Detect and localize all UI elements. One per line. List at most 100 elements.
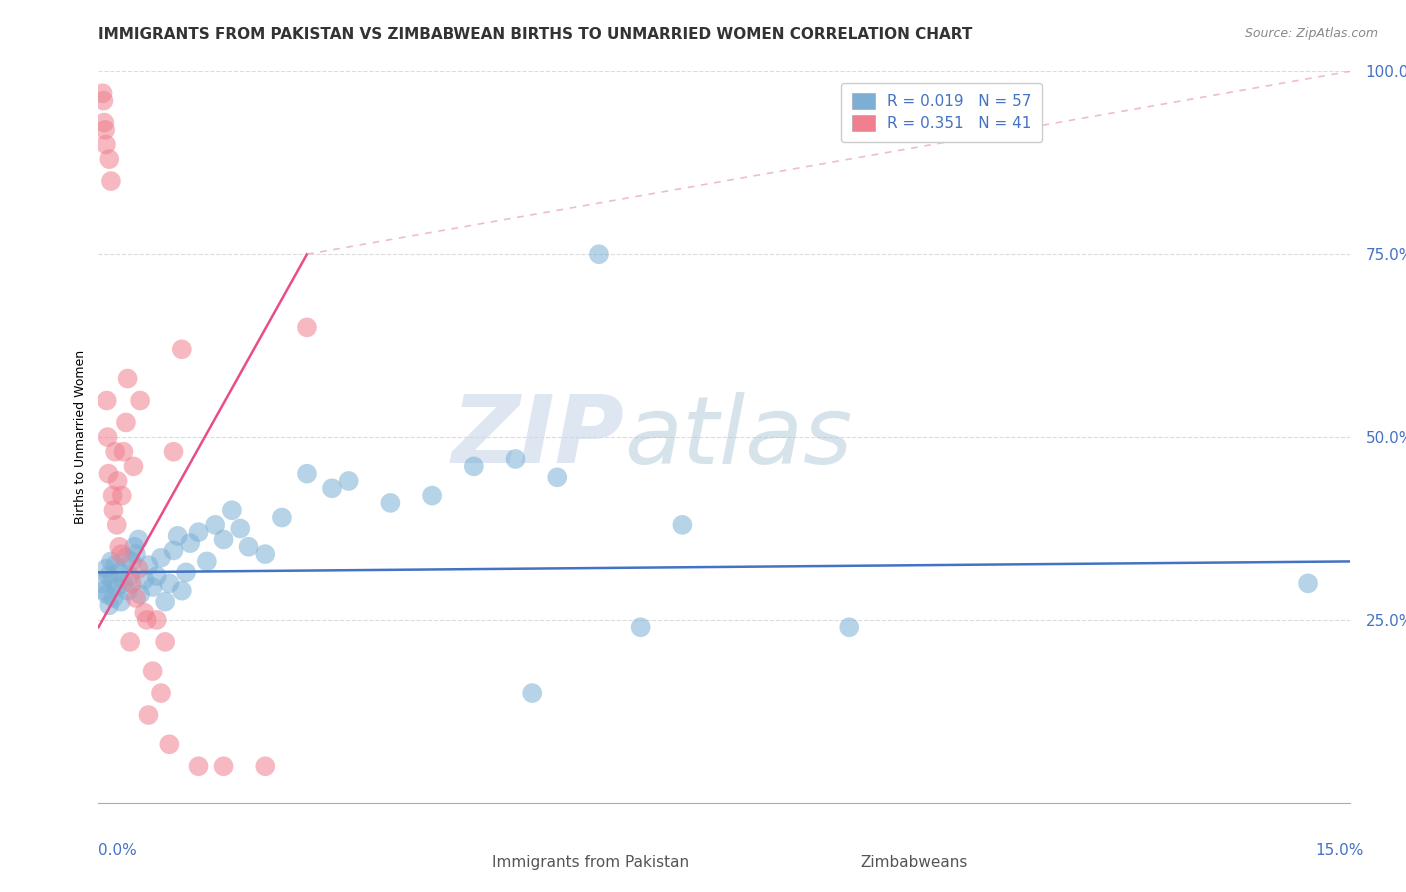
Point <box>120 635 142 649</box>
Point <box>174 566 197 580</box>
Point <box>221 503 243 517</box>
Point <box>142 580 165 594</box>
Point <box>134 573 156 587</box>
Point <box>153 635 176 649</box>
Point <box>337 474 360 488</box>
Point <box>162 444 184 458</box>
Text: 0.0%: 0.0% <box>98 843 138 858</box>
Point <box>93 94 115 108</box>
Point <box>146 569 169 583</box>
Point <box>463 459 485 474</box>
Point <box>157 576 180 591</box>
Point <box>546 470 568 484</box>
Point <box>204 517 226 532</box>
Point <box>134 606 156 620</box>
Point <box>97 430 120 444</box>
Point <box>522 686 544 700</box>
Y-axis label: Births to Unmarried Women: Births to Unmarried Women <box>75 350 87 524</box>
Point <box>111 489 134 503</box>
Point <box>98 152 121 166</box>
Point <box>104 444 127 458</box>
Text: IMMIGRANTS FROM PAKISTAN VS ZIMBABWEAN BIRTHS TO UNMARRIED WOMEN CORRELATION CHA: IMMIGRANTS FROM PAKISTAN VS ZIMBABWEAN B… <box>98 27 973 42</box>
Point <box>100 554 122 568</box>
Point <box>98 599 121 613</box>
Point <box>97 569 120 583</box>
Point <box>187 525 209 540</box>
Point <box>135 613 157 627</box>
Point <box>108 540 131 554</box>
Point <box>103 503 125 517</box>
Text: Zimbabweans: Zimbabweans <box>860 855 967 870</box>
Point <box>91 576 114 591</box>
Point <box>125 591 148 605</box>
Point <box>94 137 117 152</box>
Point <box>93 115 115 129</box>
Text: 15.0%: 15.0% <box>1316 843 1364 858</box>
Point <box>124 540 146 554</box>
Point <box>153 594 176 608</box>
Point <box>505 452 527 467</box>
Point <box>94 562 117 576</box>
Point <box>112 576 135 591</box>
Point <box>195 554 218 568</box>
Point <box>105 517 128 532</box>
Point <box>1296 576 1319 591</box>
Point <box>212 533 235 547</box>
Point <box>254 547 277 561</box>
Point <box>142 664 165 678</box>
Point <box>94 123 117 137</box>
Point <box>96 393 118 408</box>
Point <box>630 620 652 634</box>
Point <box>129 393 152 408</box>
Point <box>179 536 201 550</box>
Point <box>93 583 115 598</box>
Point <box>120 569 142 583</box>
Point <box>122 459 145 474</box>
Point <box>170 583 193 598</box>
Point <box>380 496 402 510</box>
Point <box>238 540 260 554</box>
Point <box>100 174 122 188</box>
Point <box>96 587 118 601</box>
Point <box>117 583 139 598</box>
Point <box>127 533 149 547</box>
Point <box>105 580 128 594</box>
Text: atlas: atlas <box>624 392 852 483</box>
Point <box>104 558 127 573</box>
Point <box>117 371 139 385</box>
Point <box>150 686 173 700</box>
Point <box>420 489 443 503</box>
Text: ZIP: ZIP <box>451 391 624 483</box>
Point <box>129 587 152 601</box>
Point <box>166 529 188 543</box>
Point <box>121 576 143 591</box>
Point <box>97 467 120 481</box>
Point <box>588 247 610 261</box>
Point <box>108 566 131 580</box>
Point <box>107 474 129 488</box>
Point <box>121 554 143 568</box>
Legend: R = 0.019   N = 57, R = 0.351   N = 41: R = 0.019 N = 57, R = 0.351 N = 41 <box>841 83 1042 142</box>
Point <box>115 550 138 565</box>
Point <box>170 343 193 357</box>
Point <box>229 521 252 535</box>
Text: Source: ZipAtlas.com: Source: ZipAtlas.com <box>1244 27 1378 40</box>
Point <box>103 591 125 605</box>
Point <box>150 550 173 565</box>
Point <box>125 547 148 561</box>
Point <box>271 510 294 524</box>
Point <box>157 737 180 751</box>
Point <box>254 759 277 773</box>
Point <box>110 547 132 561</box>
Point <box>295 320 318 334</box>
Point <box>838 620 860 634</box>
Point <box>187 759 209 773</box>
Point <box>321 481 343 495</box>
Point <box>162 543 184 558</box>
Point <box>112 444 135 458</box>
Point <box>295 467 318 481</box>
Point <box>91 87 114 101</box>
Text: Immigrants from Pakistan: Immigrants from Pakistan <box>492 855 689 870</box>
Point <box>671 517 693 532</box>
Point <box>138 708 160 723</box>
